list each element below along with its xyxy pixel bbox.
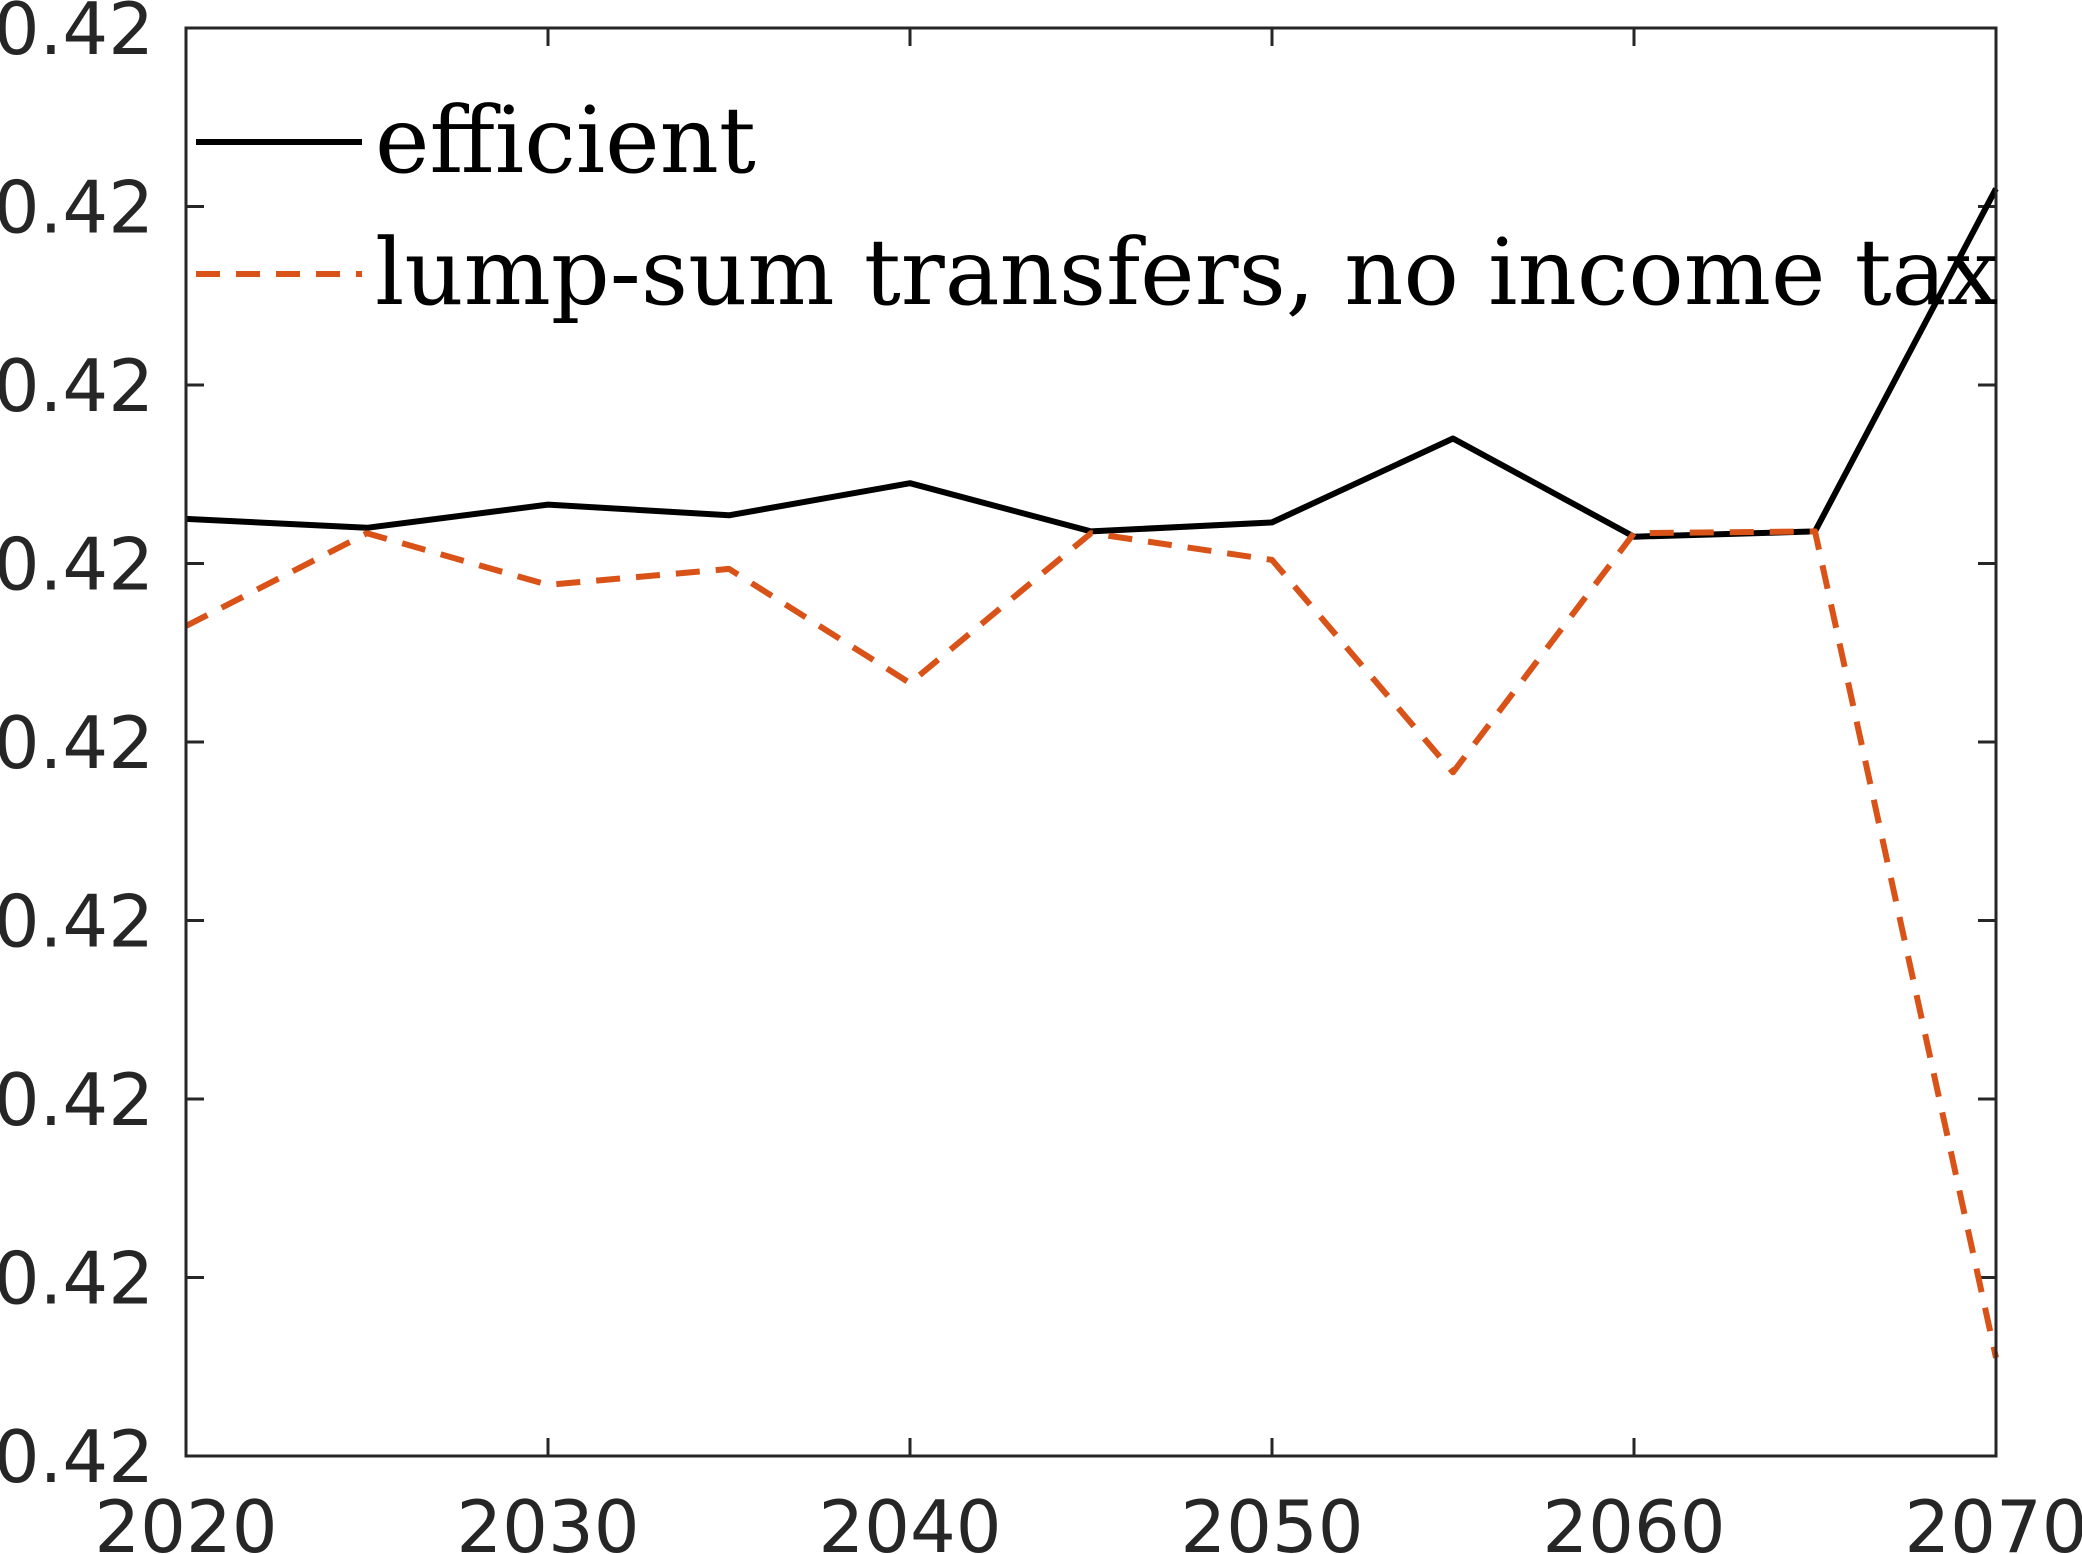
x-tick-label: 2060 [1542,1485,1725,1554]
x-tick-label: 2050 [1180,1485,1363,1554]
y-tick-label: 0.42 [0,880,154,964]
x-tick-label: 2030 [456,1485,639,1554]
series-lines [184,187,1999,1359]
x-tick-label: 2070 [1904,1485,2082,1554]
axes-box [184,26,1998,1458]
x-tick-label: 2020 [94,1485,277,1554]
x-tick-label: 2040 [818,1485,1001,1554]
y-tick-label: 0.42 [0,523,154,607]
y-tick-label: 0.42 [0,166,154,250]
series-line-1 [184,528,1999,1359]
y-tick-label: 0.42 [0,701,154,785]
plot-area [186,28,1996,1456]
y-tick-label: 0.42 [0,1058,154,1142]
legend: efficient lump-sum transfers, no income … [196,87,1998,326]
y-tick-label: 0.42 [0,1415,154,1499]
y-tick-label: 0.42 [0,344,154,428]
y-tick-label: 0.42 [0,0,154,71]
x-tick-labels: 2020 2030 2040 2050 2060 2070 [94,1485,2082,1554]
y-tick-label: 0.42 [0,1237,154,1321]
y-tick-labels: 0.42 0.42 0.42 0.42 0.42 0.42 0.42 0.42 0.42 [0,0,154,1499]
legend-label-lump-sum: lump-sum transfers, no income tax [375,219,1998,326]
legend-label-efficient: efficient [375,87,756,194]
